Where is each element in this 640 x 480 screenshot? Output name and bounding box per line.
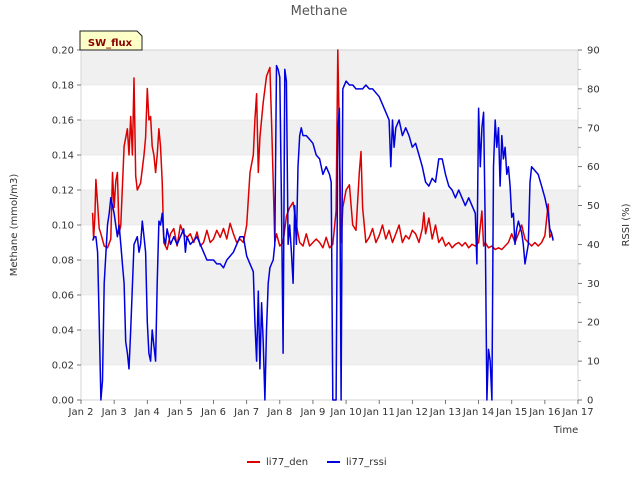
x-tick-label: Jan 4 <box>134 407 160 418</box>
left-tick-label: 0.08 <box>52 256 74 267</box>
left-tick-label: 0.12 <box>52 186 74 197</box>
x-tick-label: Jan 12 <box>396 407 428 418</box>
left-tick-label: 0.00 <box>52 396 74 407</box>
right-tick-label: 60 <box>587 162 600 173</box>
right-tick-label: 10 <box>587 357 600 368</box>
right-tick-label: 70 <box>587 123 600 134</box>
x-tick-label: Jan 11 <box>363 407 395 418</box>
site-badge: SW_flux <box>79 30 143 51</box>
left-tick-label: 0.16 <box>52 116 74 127</box>
right-axis-ticks: 0 10 20 30 40 50 60 70 80 90 <box>578 46 600 407</box>
left-tick-label: 0.18 <box>52 81 74 92</box>
left-tick-label: 0.10 <box>52 221 74 232</box>
x-tick-label: Jan 8 <box>266 407 292 418</box>
chart-title: Methane <box>291 4 348 19</box>
series-line-li77-den <box>91 49 554 251</box>
legend-label-li77-den: li77_den <box>266 457 308 468</box>
x-tick-label: Jan 16 <box>528 407 560 418</box>
x-tick-label: Jan 9 <box>299 407 325 418</box>
left-tick-label: 0.20 <box>52 46 74 57</box>
x-axis-label: Time <box>553 425 578 436</box>
x-tick-label: Jan 3 <box>101 407 127 418</box>
right-tick-label: 20 <box>587 318 600 329</box>
right-tick-label: 50 <box>587 201 600 212</box>
left-tick-label: 0.02 <box>52 361 74 372</box>
x-tick-label: Jan 6 <box>200 407 226 418</box>
x-tick-label: Jan 7 <box>233 407 259 418</box>
series-line-li77-rssi <box>91 64 554 401</box>
grid-band <box>81 330 578 365</box>
x-tick-label: Jan 2 <box>68 407 94 418</box>
legend: li77_den li77_rssi <box>247 457 387 468</box>
site-badge-shape <box>79 30 143 51</box>
left-tick-label: 0.14 <box>52 151 74 162</box>
x-axis-ticks: Jan 2 Jan 3 Jan 4 Jan 5 Jan 6 Jan 7 Jan 8 Jan 9… <box>68 400 594 418</box>
left-axis-ticks: 0.00 0.02 0.04 0.06 0.08 0.10 0.12 0.14 0.16 0.18… <box>52 46 81 407</box>
right-tick-label: 90 <box>587 46 600 57</box>
grid-band <box>81 260 578 295</box>
left-axis-label: Methane (mmol/m3) <box>9 174 20 277</box>
legend-label-li77-rssi: li77_rssi <box>346 457 387 468</box>
x-tick-label: Jan 13 <box>429 407 461 418</box>
x-tick-label: Jan 5 <box>167 407 193 418</box>
right-axis-label: RSSI (%) <box>621 203 632 246</box>
series-layer <box>91 49 554 401</box>
x-tick-label: Jan 10 <box>329 407 361 418</box>
right-tick-label: 30 <box>587 279 600 290</box>
x-tick-label: Jan 14 <box>462 407 494 418</box>
x-tick-label: Jan 17 <box>561 407 593 418</box>
site-badge-label: SW_flux <box>88 38 133 49</box>
grid-band <box>81 50 578 85</box>
right-tick-label: 0 <box>587 396 593 407</box>
left-tick-label: 0.06 <box>52 291 74 302</box>
right-tick-label: 40 <box>587 240 600 251</box>
grid-band <box>81 190 578 225</box>
x-tick-label: Jan 15 <box>495 407 527 418</box>
right-tick-label: 80 <box>587 84 600 95</box>
left-tick-label: 0.04 <box>52 326 74 337</box>
